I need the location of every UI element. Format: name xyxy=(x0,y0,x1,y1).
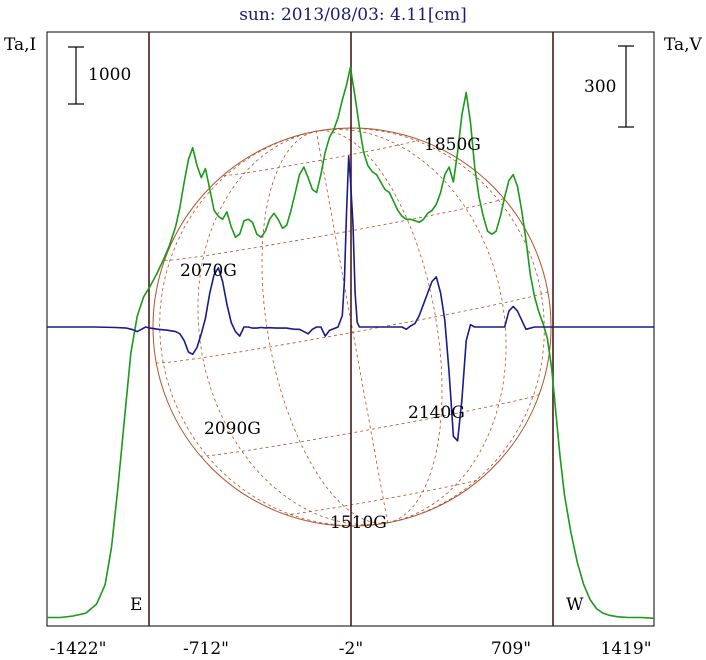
meridian-line xyxy=(316,131,388,523)
x-tick-label: -1422" xyxy=(50,639,107,659)
limb-marker-east: E xyxy=(130,595,142,615)
x-tick-label: 709" xyxy=(491,639,531,659)
annotations-group: 2070G 2090G 1510G 2140G 1850G xyxy=(180,135,481,533)
x-tick-label: -2" xyxy=(339,639,363,659)
series-intensity-line xyxy=(47,66,655,620)
parallel-line xyxy=(223,139,420,176)
series-polarization-line xyxy=(47,155,654,442)
limb-marker-west: W xyxy=(566,595,584,615)
annotation-label: 2090G xyxy=(204,419,261,439)
x-tick-labels: -1422" -712" -2" 709" 1419" xyxy=(50,639,652,659)
right-scale-bar-label: 300 xyxy=(584,77,616,97)
limb-lines xyxy=(148,32,554,626)
annotation-label: 2140G xyxy=(408,403,465,423)
parallel-line xyxy=(156,291,549,364)
annotation-label: 2070G xyxy=(180,261,237,281)
left-scale-bar: 1000 xyxy=(68,46,131,105)
parallel-line xyxy=(164,198,504,261)
x-tick-label: 1419" xyxy=(600,639,651,659)
parallel-line xyxy=(284,478,481,516)
x-tick-label: -712" xyxy=(183,639,229,659)
right-axis-label: Ta,V xyxy=(664,35,703,55)
annotation-label: 1850G xyxy=(424,135,481,155)
chart-title: sun: 2013/08/03: 4.11[cm] xyxy=(239,5,467,25)
series-group xyxy=(47,66,655,620)
meridian-line xyxy=(316,129,507,524)
meridian-line xyxy=(316,127,545,524)
left-axis-label: Ta,I xyxy=(4,35,36,55)
left-scale-bar-label: 1000 xyxy=(88,65,131,85)
meridian-line xyxy=(159,130,388,527)
meridian-line xyxy=(197,130,388,525)
right-scale-bar: 300 xyxy=(584,45,634,128)
annotation-label: 1510G xyxy=(330,513,387,533)
